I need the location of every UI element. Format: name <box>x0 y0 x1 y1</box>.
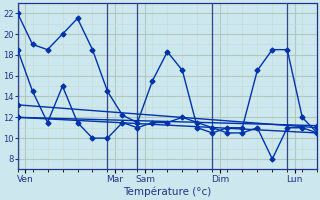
X-axis label: Température (°c): Température (°c) <box>123 187 212 197</box>
